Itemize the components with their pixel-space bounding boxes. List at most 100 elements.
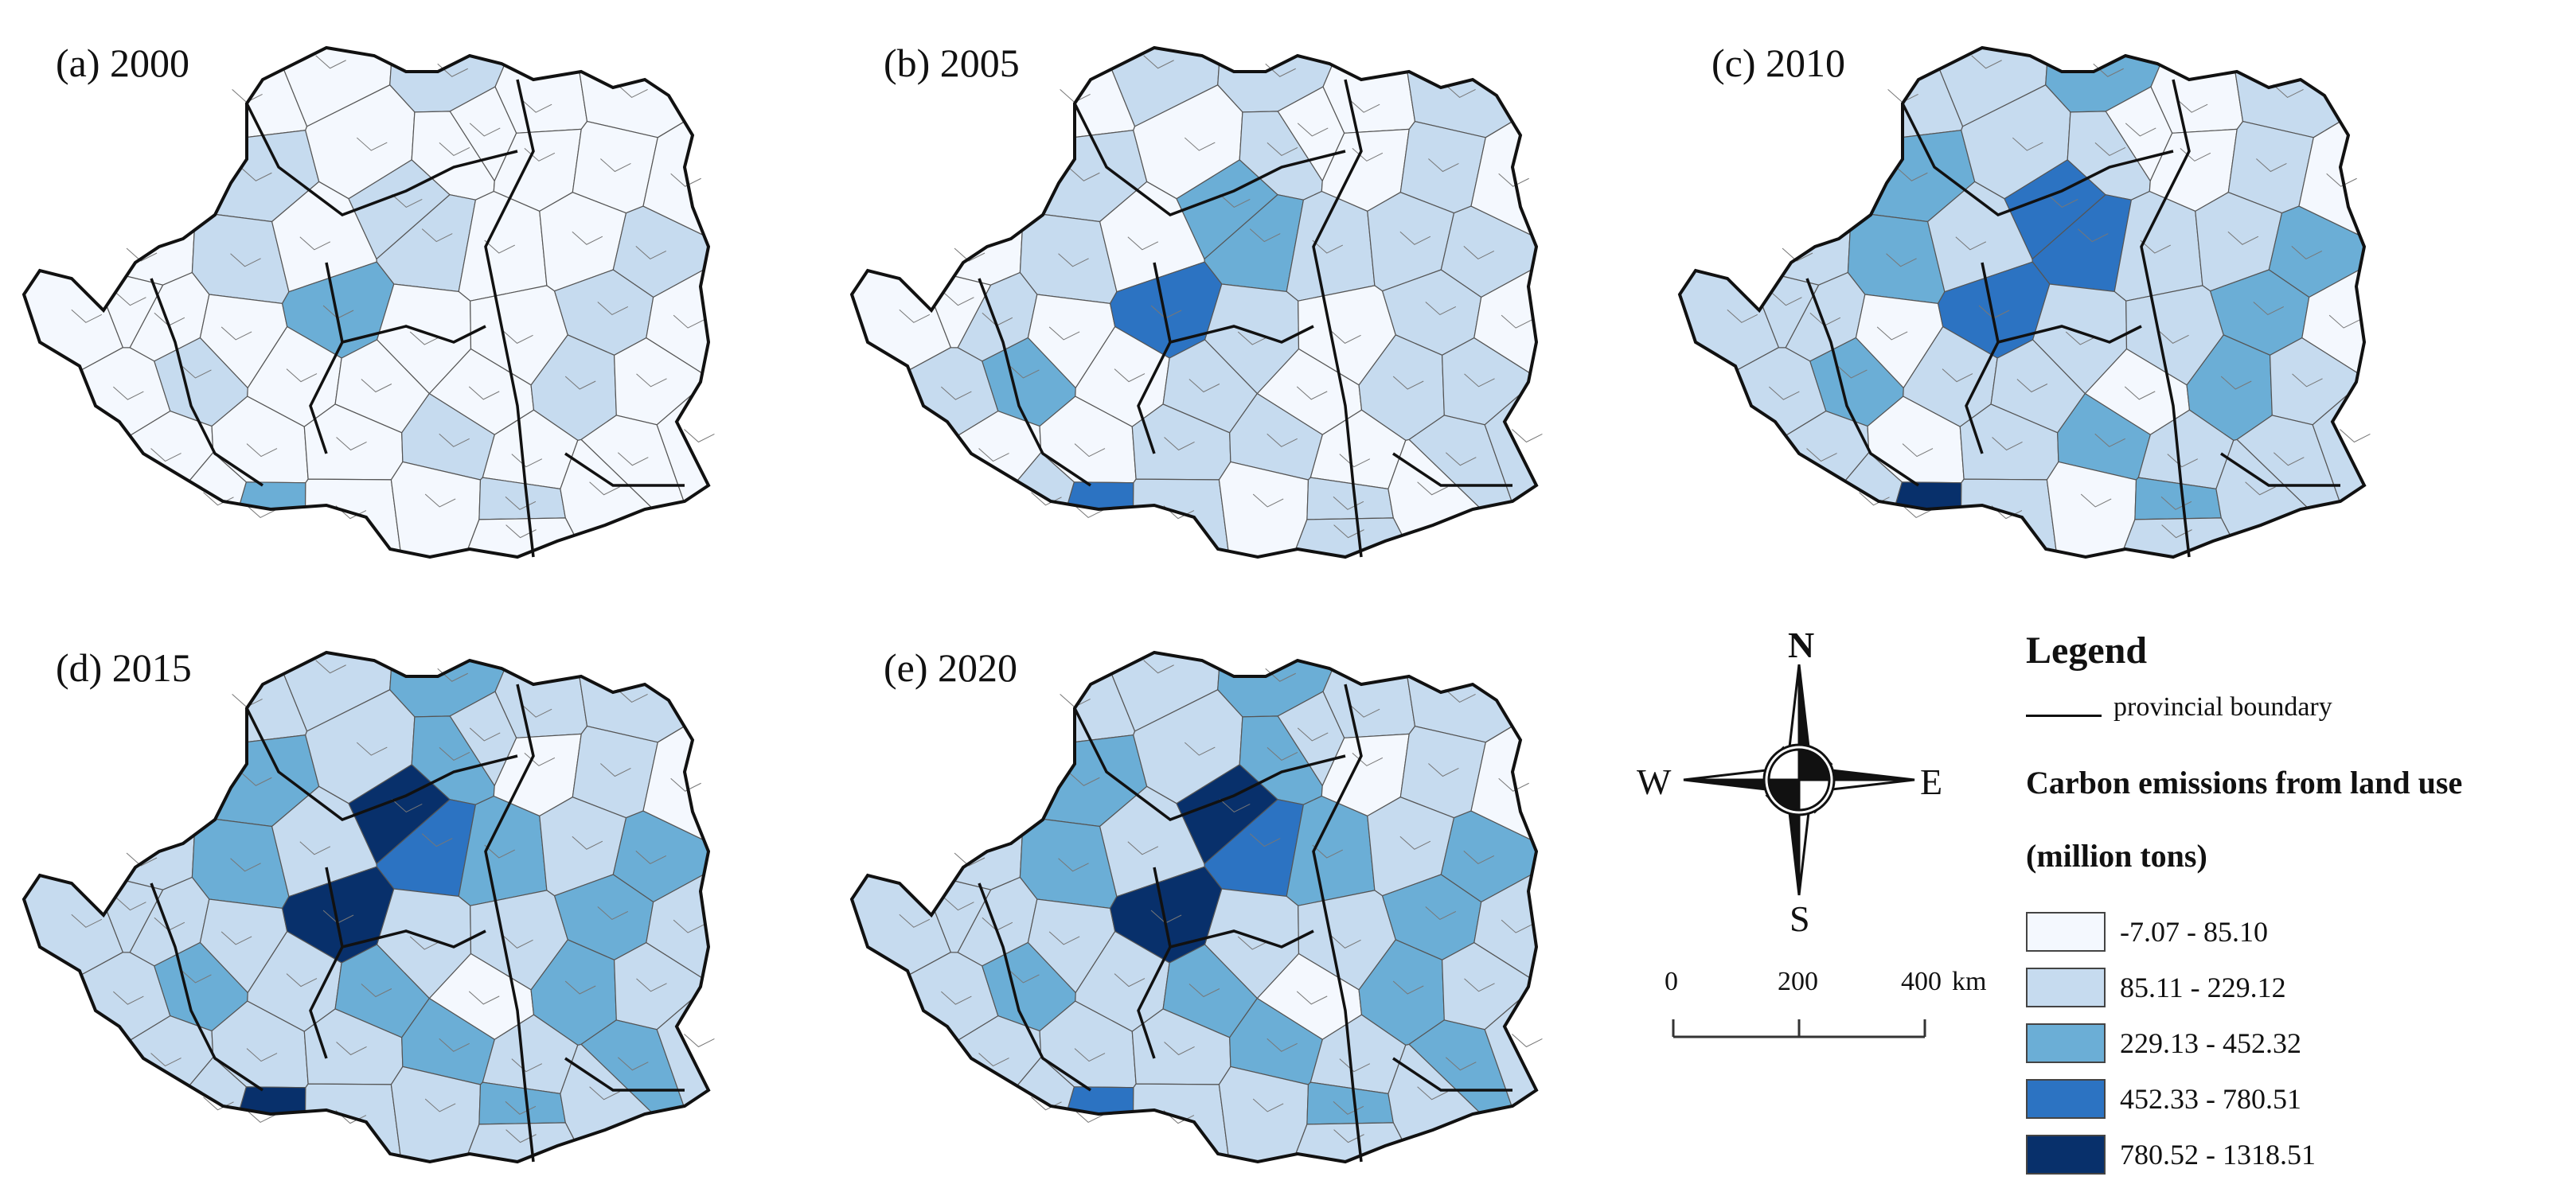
provincial-boundary: [1965, 262, 2000, 454]
county-subdivision-line: [2124, 386, 2156, 400]
county-subdivision-line: [1446, 452, 1477, 466]
county-unit: [1132, 478, 1229, 552]
provincial-boundary: [1312, 684, 1363, 1163]
provincial-boundary: [1997, 325, 2142, 344]
county-subdivision-line: [684, 429, 715, 443]
region-outline: [849, 650, 1539, 1164]
county-subdivision-line: [1392, 376, 1424, 390]
county-subdivision-line: [181, 969, 212, 984]
county-subdivision-line: [1425, 906, 1457, 921]
legend-heading: Carbon emissions from land use: [2026, 765, 2463, 801]
county-subdivision-line: [336, 437, 367, 451]
county-subdivision-line: [469, 123, 501, 137]
county-subdivision-line: [1267, 747, 1298, 762]
county-subdivision-line: [1009, 364, 1040, 379]
county-subdivision-line: [299, 841, 331, 855]
provincial-boundary: [245, 103, 518, 216]
county-subdivision-line: [617, 689, 648, 703]
county-subdivision-line: [1886, 253, 1917, 267]
county-subdivision-line: [299, 236, 331, 251]
county-subdivision-line: [1971, 55, 2002, 69]
region-outline: [21, 650, 711, 1164]
county-subdivision-line: [1069, 772, 1100, 786]
provincial-boundary: [1137, 262, 1172, 454]
county-subdivision-line: [1296, 991, 1328, 1005]
county-subdivision-line: [1876, 326, 1908, 341]
county-subdivision-line: [2160, 496, 2192, 510]
county-subdivision-line: [505, 496, 537, 510]
county-subdivision-line: [1992, 437, 2023, 451]
county-subdivision-line: [2158, 329, 2189, 344]
map-svg: [21, 45, 715, 559]
county-subdivision-line: [468, 386, 500, 400]
scale-tick-label: 0: [1665, 967, 1678, 996]
county-subdivision-line: [2125, 123, 2156, 137]
county-subdivision-line: [597, 906, 629, 921]
provincial-boundary: [484, 79, 535, 558]
panel-label: (a) 2000: [56, 41, 189, 85]
county-subdivision-line: [635, 851, 667, 865]
county-subdivision-line: [203, 492, 234, 506]
legend-swatch-class-3: [2026, 1023, 2106, 1063]
county-subdivision-line: [361, 984, 392, 998]
county-subdivision-line: [2220, 376, 2252, 390]
county-subdivision-line: [636, 373, 667, 388]
county-subdivision-line: [230, 253, 261, 267]
county-subdivision-line: [1942, 368, 1973, 383]
county-subdivision-line: [899, 914, 931, 928]
county-subdivision-line: [1249, 833, 1281, 847]
scale-bar-line: [1672, 1019, 1926, 1038]
county-subdivision-line: [684, 1034, 715, 1048]
county-subdivision-line: [241, 167, 272, 181]
compass-east-label: E: [1920, 762, 1943, 802]
county-subdivision-line: [246, 1048, 278, 1062]
county-subdivision-line: [484, 844, 515, 859]
county-subdivision-line: [1463, 246, 1495, 260]
map-panel-2020: (e) 2020: [836, 613, 1632, 1186]
county-subdivision-line: [1073, 1109, 1105, 1124]
county-subdivision-line: [1771, 292, 1802, 306]
county-subdivision-line: [521, 703, 552, 718]
legend-swatch-class-2: [2026, 968, 2106, 1007]
county-subdivision-line: [1333, 496, 1364, 510]
county-subdivision-line: [1267, 142, 1298, 157]
county-subdivision-line: [1859, 492, 1890, 506]
county-subdivision-line: [2256, 158, 2287, 173]
map-panel-2000: (a) 2000: [8, 8, 804, 581]
provincial-boundary: [2140, 79, 2191, 558]
county-subdivision-line: [439, 433, 470, 447]
map-svg: [849, 650, 1543, 1164]
region-outline: [1677, 45, 2367, 559]
county-unit: [2004, 159, 2106, 260]
county-subdivision-line: [1074, 443, 1106, 458]
county-subdivision-line: [1073, 505, 1105, 519]
county-subdivision-line: [2180, 147, 2211, 162]
county-subdivision-line: [1446, 1057, 1477, 1071]
county-unit: [1132, 1083, 1229, 1157]
panel-label: (c) 2010: [1711, 41, 1845, 85]
county-subdivision-line: [618, 1057, 649, 1071]
provincial-boundary: [564, 1057, 685, 1092]
county-subdivision-line: [245, 505, 277, 519]
county-subdivision-line: [2080, 493, 2112, 508]
county-subdivision-line: [2065, 331, 2097, 345]
county-subdivision-line: [589, 1086, 620, 1101]
county-subdivision-line: [673, 919, 704, 933]
provincial-boundary: [1312, 79, 1363, 558]
compass-rose-icon: [1683, 664, 1915, 896]
county-subdivision-line: [524, 147, 556, 162]
county-subdivision-line: [899, 309, 931, 323]
provincial-boundary-label: provincial boundary: [2113, 692, 2332, 722]
county-unit: [1176, 159, 1278, 260]
county-subdivision-line: [150, 1053, 181, 1067]
county-subdivision-line: [1127, 236, 1159, 251]
county-subdivision-line: [943, 292, 974, 306]
county-subdivision-line: [115, 292, 146, 306]
county-subdivision-line: [1114, 973, 1146, 988]
county-subdivision-line: [1312, 240, 1343, 254]
panel-label: (d) 2015: [56, 645, 192, 690]
county-subdivision-line: [1184, 742, 1216, 756]
county-subdivision-line: [1330, 329, 1361, 344]
county-subdivision-line: [564, 980, 596, 995]
county-subdivision-line: [670, 173, 701, 187]
